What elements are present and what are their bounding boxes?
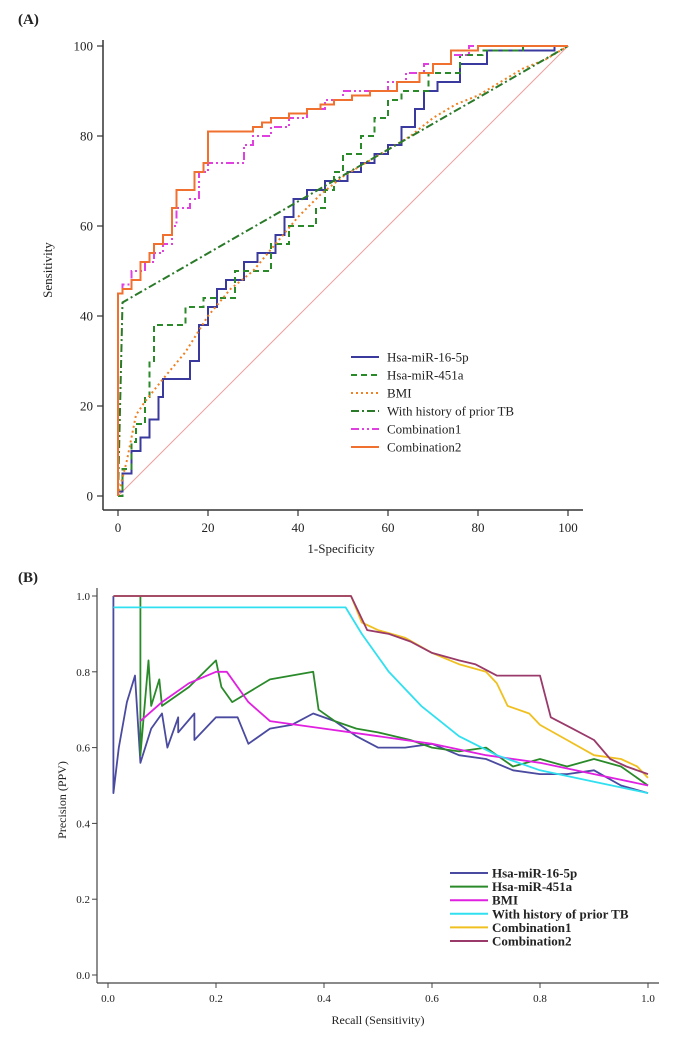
pr-legend-label: With history of prior TB bbox=[492, 906, 629, 921]
roc-x-tick-label: 40 bbox=[292, 520, 305, 535]
pr-plot-area bbox=[112, 595, 649, 794]
roc-panel: (A) 0 20 40 60 80 100 0 20 40 60 80 100 1-Specifici… bbox=[18, 12, 583, 556]
pr-legend-label: Hsa-miR-16-5p bbox=[492, 866, 577, 881]
roc-series-3 bbox=[117, 45, 569, 497]
roc-legend-label: Combination2 bbox=[387, 440, 461, 455]
pr-y-tick-label: 0.8 bbox=[76, 667, 90, 679]
roc-y-tick-label: 40 bbox=[80, 309, 93, 324]
roc-y-tick-label: 80 bbox=[80, 129, 93, 144]
pr-series-4 bbox=[113, 606, 649, 794]
pr-legend-label: Combination1 bbox=[492, 920, 571, 935]
pr-legend-label: Hsa-miR-451a bbox=[492, 879, 573, 894]
roc-y-axis-label: Sensitivity bbox=[40, 242, 55, 298]
panel-label-b: (B) bbox=[18, 570, 38, 586]
roc-x-tick-label: 80 bbox=[472, 520, 485, 535]
roc-y-tick-label: 0 bbox=[87, 489, 94, 504]
roc-x-tick-label: 60 bbox=[382, 520, 395, 535]
pr-legend-label: BMI bbox=[492, 893, 518, 908]
roc-legend-label: BMI bbox=[387, 386, 412, 401]
pr-series-5 bbox=[113, 595, 649, 779]
panel-label-a: (A) bbox=[18, 12, 39, 28]
pr-x-tick-label: 0.8 bbox=[533, 993, 547, 1005]
roc-series-5 bbox=[117, 45, 568, 496]
roc-series-4 bbox=[117, 45, 569, 497]
roc-legend: Hsa-miR-16-5p Hsa-miR-451a BMI With history… bbox=[351, 350, 514, 455]
pr-series-2 bbox=[139, 596, 649, 787]
roc-reference-line bbox=[117, 45, 569, 497]
roc-legend-label: Hsa-miR-451a bbox=[387, 368, 464, 383]
pr-y-tick-label: 0.0 bbox=[76, 970, 90, 982]
pr-series-1 bbox=[112, 596, 649, 794]
pr-series-6 bbox=[113, 595, 649, 775]
pr-x-axis-label: Recall (Sensitivity) bbox=[332, 1013, 425, 1027]
roc-series-6 bbox=[117, 45, 568, 496]
pr-y-tick-label: 0.4 bbox=[76, 818, 90, 830]
pr-axes: 0.0 0.2 0.4 0.6 0.8 1.0 0.0 0.2 0.4 0.6 0.8 1.0 bbox=[76, 588, 659, 1005]
pr-x-tick-label: 0.2 bbox=[209, 993, 223, 1005]
pr-x-tick-label: 1.0 bbox=[641, 993, 655, 1005]
pr-y-tick-label: 1.0 bbox=[76, 591, 90, 603]
pr-y-tick-label: 0.2 bbox=[76, 894, 90, 906]
roc-x-tick-label: 20 bbox=[202, 520, 215, 535]
roc-x-tick-label: 0 bbox=[115, 520, 122, 535]
pr-y-axis-label: Precision (PPV) bbox=[55, 761, 69, 839]
roc-y-tick-label: 100 bbox=[74, 39, 94, 54]
roc-series-1 bbox=[117, 45, 568, 496]
roc-y-tick-label: 60 bbox=[80, 219, 93, 234]
pr-y-tick-label: 0.6 bbox=[76, 743, 90, 755]
roc-legend-label: Hsa-miR-16-5p bbox=[387, 350, 469, 365]
roc-legend-label: Combination1 bbox=[387, 422, 461, 437]
pr-x-tick-label: 0.4 bbox=[317, 993, 331, 1005]
roc-legend-label: With history of prior TB bbox=[387, 404, 514, 419]
pr-x-tick-label: 0.0 bbox=[101, 993, 115, 1005]
roc-axes: 0 20 40 60 80 100 0 20 40 60 80 100 bbox=[74, 39, 583, 535]
pr-series-3 bbox=[139, 670, 649, 787]
roc-x-axis-label: 1-Specificity bbox=[307, 541, 375, 556]
roc-plot-area bbox=[117, 45, 569, 497]
roc-series-2 bbox=[118, 45, 568, 497]
pr-x-tick-label: 0.6 bbox=[425, 993, 439, 1005]
pr-legend-label: Combination2 bbox=[492, 934, 571, 949]
pr-panel: (B) 0.0 0.2 0.4 0.6 0.8 1.0 0.0 0.2 0.4 0.6 0.8 1.0… bbox=[18, 570, 659, 1027]
roc-y-tick-label: 20 bbox=[80, 399, 93, 414]
roc-x-tick-label: 100 bbox=[558, 520, 578, 535]
